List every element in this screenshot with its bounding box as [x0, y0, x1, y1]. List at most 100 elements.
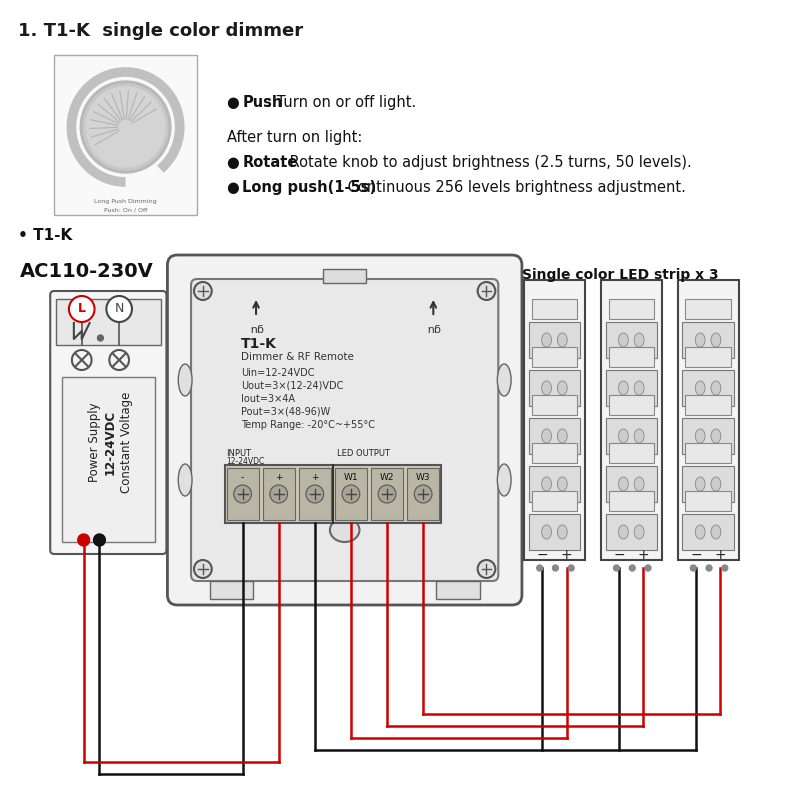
Ellipse shape [618, 333, 628, 347]
Text: Single color LED strip x 3: Single color LED strip x 3 [522, 268, 718, 282]
Text: N: N [114, 302, 124, 315]
Text: Push: Push [242, 95, 282, 110]
FancyBboxPatch shape [56, 299, 161, 345]
Text: Push: On / Off: Push: On / Off [104, 207, 147, 212]
Ellipse shape [558, 381, 567, 395]
FancyBboxPatch shape [529, 466, 580, 502]
Ellipse shape [542, 525, 551, 539]
Text: T1-K: T1-K [242, 337, 277, 351]
FancyBboxPatch shape [407, 468, 439, 520]
Text: INPUT: INPUT [226, 449, 252, 458]
Text: Power Supply: Power Supply [88, 402, 101, 482]
Circle shape [270, 485, 287, 503]
Ellipse shape [711, 525, 721, 539]
Circle shape [306, 485, 324, 503]
Text: L: L [78, 302, 86, 315]
Text: 12-24VDC: 12-24VDC [226, 457, 265, 466]
Text: W1: W1 [344, 473, 358, 482]
FancyBboxPatch shape [682, 322, 734, 358]
FancyBboxPatch shape [606, 322, 657, 358]
FancyBboxPatch shape [226, 468, 258, 520]
FancyBboxPatch shape [682, 370, 734, 406]
Circle shape [378, 485, 396, 503]
Circle shape [78, 534, 90, 546]
Text: Long Push Dimming: Long Push Dimming [94, 199, 157, 204]
FancyBboxPatch shape [524, 280, 585, 560]
FancyBboxPatch shape [678, 280, 738, 560]
Circle shape [690, 565, 696, 571]
FancyBboxPatch shape [532, 395, 577, 415]
FancyBboxPatch shape [529, 322, 580, 358]
Circle shape [194, 282, 212, 300]
Circle shape [478, 282, 495, 300]
Text: : Turn on or off light.: : Turn on or off light. [267, 95, 417, 110]
Ellipse shape [542, 381, 551, 395]
FancyBboxPatch shape [606, 370, 657, 406]
Ellipse shape [542, 429, 551, 443]
FancyBboxPatch shape [609, 491, 654, 511]
Text: 12-24VDC: 12-24VDC [104, 410, 117, 475]
FancyBboxPatch shape [532, 443, 577, 463]
Ellipse shape [634, 333, 644, 347]
Ellipse shape [618, 525, 628, 539]
FancyBboxPatch shape [686, 395, 730, 415]
Text: +: + [638, 548, 650, 562]
Ellipse shape [634, 525, 644, 539]
Text: -: - [241, 473, 244, 482]
FancyBboxPatch shape [436, 581, 479, 599]
Ellipse shape [634, 429, 644, 443]
Ellipse shape [695, 333, 705, 347]
Circle shape [86, 87, 165, 167]
Text: W2: W2 [380, 473, 394, 482]
FancyBboxPatch shape [298, 468, 331, 520]
Circle shape [614, 565, 619, 571]
Text: : Continuous 256 levels brightness adjustment.: : Continuous 256 levels brightness adjus… [338, 180, 686, 195]
Circle shape [645, 565, 651, 571]
FancyBboxPatch shape [682, 514, 734, 550]
Ellipse shape [558, 429, 567, 443]
FancyBboxPatch shape [609, 395, 654, 415]
Ellipse shape [542, 477, 551, 491]
Circle shape [706, 565, 712, 571]
Ellipse shape [711, 429, 721, 443]
Text: • T1-K: • T1-K [18, 228, 72, 243]
Ellipse shape [695, 381, 705, 395]
Ellipse shape [618, 429, 628, 443]
Text: Pout=3×(48-96)W: Pout=3×(48-96)W [242, 407, 330, 417]
FancyBboxPatch shape [686, 491, 730, 511]
Ellipse shape [498, 364, 511, 396]
FancyBboxPatch shape [532, 347, 577, 367]
Ellipse shape [618, 477, 628, 491]
Circle shape [342, 485, 360, 503]
Ellipse shape [711, 333, 721, 347]
Text: −: − [690, 548, 702, 562]
Circle shape [568, 565, 574, 571]
Text: +: + [714, 548, 726, 562]
FancyBboxPatch shape [686, 443, 730, 463]
Text: After turn on light:: After turn on light: [226, 130, 362, 145]
FancyBboxPatch shape [210, 581, 253, 599]
Ellipse shape [178, 464, 192, 496]
Circle shape [83, 84, 168, 170]
FancyBboxPatch shape [167, 255, 522, 605]
Ellipse shape [558, 333, 567, 347]
Text: ●: ● [226, 95, 244, 110]
Circle shape [414, 485, 432, 503]
Ellipse shape [178, 364, 192, 396]
FancyBboxPatch shape [686, 347, 730, 367]
FancyBboxPatch shape [371, 468, 403, 520]
Circle shape [553, 565, 558, 571]
FancyBboxPatch shape [606, 514, 657, 550]
Ellipse shape [695, 429, 705, 443]
Circle shape [98, 335, 103, 341]
Circle shape [69, 296, 94, 322]
Text: ●: ● [226, 155, 244, 170]
FancyBboxPatch shape [54, 55, 197, 215]
Circle shape [234, 485, 251, 503]
FancyBboxPatch shape [262, 468, 294, 520]
Text: LED OUTPUT: LED OUTPUT [337, 449, 390, 458]
FancyBboxPatch shape [682, 418, 734, 454]
FancyBboxPatch shape [606, 466, 657, 502]
FancyBboxPatch shape [532, 299, 577, 319]
Text: Constant Voltage: Constant Voltage [119, 392, 133, 493]
